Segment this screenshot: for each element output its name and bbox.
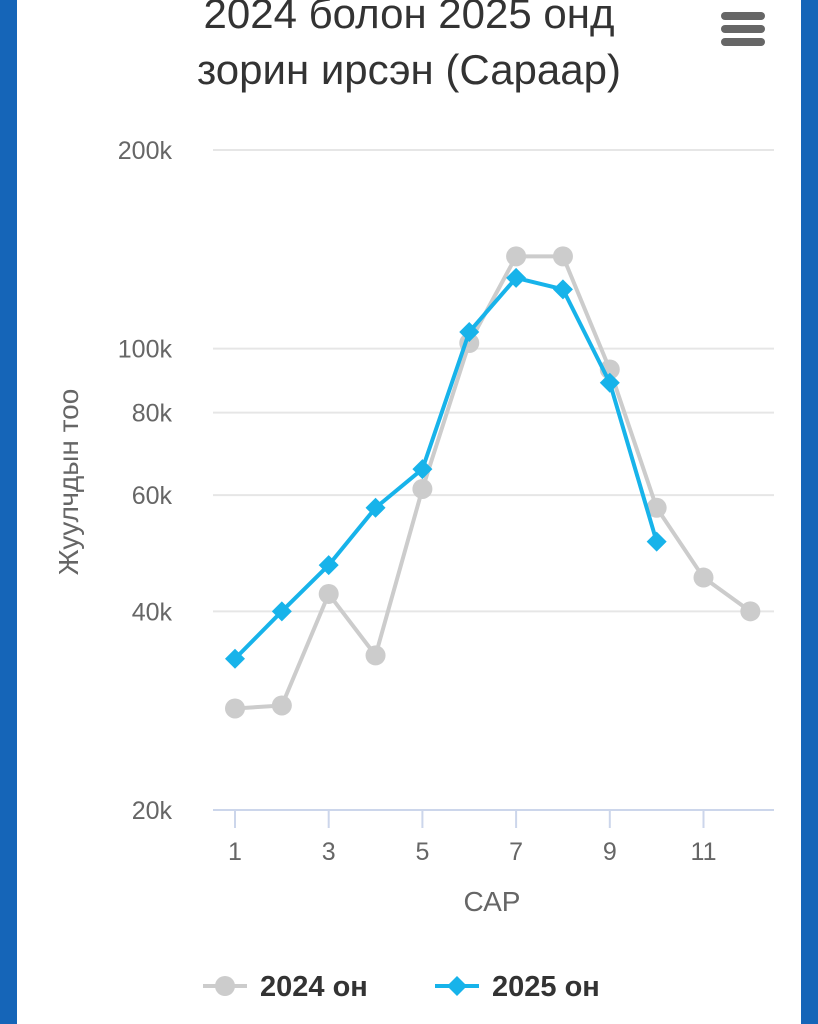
- y-tick-label: 60k: [132, 482, 173, 510]
- data-point-2025: [552, 279, 573, 300]
- chart-title-line-1: 2024 болон 2025 онд: [203, 0, 615, 37]
- legend: 2024 он 2025 он: [203, 971, 600, 1003]
- data-point-2025: [271, 601, 292, 622]
- series-line-2: [233, 275, 659, 661]
- data-point-2024: [271, 695, 292, 716]
- x-tick-label: 7: [509, 838, 523, 866]
- data-point-2024: [552, 246, 573, 267]
- data-point-2025: [459, 321, 480, 342]
- y-tick-label: 100k: [118, 336, 173, 364]
- x-axis: 1 3 5 7 9 11: [228, 810, 716, 866]
- chart-menu-button[interactable]: [718, 8, 768, 48]
- legend-marker-diamond: [447, 976, 467, 996]
- y-tick-label: 200k: [118, 137, 173, 165]
- legend-item-1[interactable]: 2024 он: [203, 971, 368, 1003]
- y-axis-title: Жуулчдын тоо: [53, 389, 84, 576]
- data-point-2025: [599, 372, 620, 393]
- x-tick-label: 1: [228, 838, 242, 866]
- data-point-2024: [365, 645, 386, 666]
- data-point-2025: [225, 648, 245, 669]
- chart-container: [17, 0, 801, 1024]
- x-tick-label: 11: [691, 838, 717, 866]
- data-point-2024: [506, 246, 527, 267]
- x-axis-title: САР: [464, 886, 521, 917]
- data-point-2024: [225, 698, 245, 719]
- y-tick-label: 40k: [132, 598, 173, 626]
- legend-label: 2025 он: [492, 971, 600, 1003]
- data-point-2025: [365, 497, 386, 518]
- hamburger-icon-bar: [721, 38, 765, 46]
- grid-lines: [213, 149, 774, 811]
- y-tick-label: 80k: [132, 400, 173, 428]
- series-layer: [225, 246, 761, 719]
- series-line-1: [234, 254, 752, 711]
- legend-item-2[interactable]: 2025 он: [435, 971, 600, 1003]
- chart-title: 2024 болон 2025 онд зорин ирсэн (Сараар): [0, 0, 818, 98]
- hamburger-icon-bar: [721, 12, 765, 20]
- data-point-2025: [318, 555, 339, 576]
- x-tick-label: 3: [322, 838, 336, 866]
- data-point-2024: [318, 583, 339, 604]
- data-point-2024: [693, 567, 714, 588]
- data-point-2024: [646, 497, 667, 518]
- data-point-2025: [646, 531, 667, 552]
- hamburger-icon-bar: [721, 25, 765, 33]
- y-tick-label: 20k: [132, 797, 173, 825]
- legend-marker-circle: [215, 976, 235, 996]
- chart-title-line-2: зорин ирсэн (Сараар): [197, 46, 621, 93]
- x-tick-label: 5: [415, 838, 429, 866]
- data-point-2025: [506, 267, 527, 288]
- data-point-2024: [412, 478, 433, 499]
- data-point-2024: [740, 601, 761, 622]
- y-axis-labels: 20k 40k 60k 80k 100k 200k: [118, 137, 173, 825]
- x-tick-label: 9: [603, 838, 617, 866]
- legend-label: 2024 он: [260, 971, 368, 1003]
- data-point-2025: [412, 459, 433, 480]
